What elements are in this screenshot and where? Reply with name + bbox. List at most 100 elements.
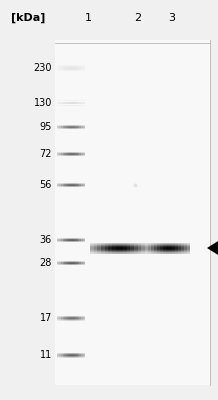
Bar	[138, 251, 141, 252]
Bar	[154, 252, 157, 253]
Bar	[134, 249, 138, 250]
Bar	[130, 247, 134, 248]
Bar	[94, 246, 97, 247]
Bar	[116, 250, 119, 251]
Bar	[127, 250, 130, 251]
Bar	[90, 245, 94, 246]
Bar	[138, 245, 141, 246]
Bar	[108, 251, 112, 252]
Bar	[181, 242, 184, 243]
Bar	[90, 248, 94, 249]
Bar	[119, 247, 123, 248]
Bar	[127, 252, 130, 253]
Bar	[116, 242, 119, 243]
Bar	[130, 246, 134, 247]
Bar	[181, 250, 184, 251]
Bar	[184, 247, 187, 248]
Bar	[141, 245, 145, 246]
Bar	[178, 242, 181, 243]
Bar	[116, 245, 119, 246]
Bar	[184, 251, 187, 252]
Bar	[141, 242, 145, 243]
Bar	[94, 242, 97, 243]
Bar	[172, 252, 175, 253]
Bar	[154, 253, 157, 254]
Bar	[97, 251, 101, 252]
Bar	[108, 246, 112, 247]
Bar	[160, 244, 163, 245]
Bar	[138, 247, 141, 248]
Bar	[90, 242, 94, 243]
Bar	[184, 246, 187, 247]
Bar	[130, 249, 134, 250]
Bar	[97, 245, 101, 246]
Bar	[181, 251, 184, 252]
Bar	[90, 244, 94, 245]
Bar	[134, 242, 138, 243]
Bar	[163, 251, 166, 252]
Bar	[94, 248, 97, 249]
Bar	[141, 243, 145, 244]
Bar	[148, 249, 151, 250]
Bar	[138, 250, 141, 251]
Bar	[157, 251, 160, 252]
Bar	[166, 252, 169, 253]
Bar	[138, 252, 141, 253]
Bar	[187, 252, 190, 253]
Bar	[105, 249, 108, 250]
Bar	[169, 245, 172, 246]
Bar	[105, 243, 108, 244]
Bar	[127, 253, 130, 254]
Bar	[55, 40, 210, 385]
Bar	[151, 249, 154, 250]
Text: 95: 95	[40, 122, 52, 132]
Bar	[166, 250, 169, 251]
Bar	[145, 242, 148, 243]
Bar	[90, 251, 94, 252]
Bar	[97, 249, 101, 250]
Bar	[151, 244, 154, 245]
Bar	[94, 252, 97, 253]
Bar	[138, 246, 141, 247]
Bar	[151, 243, 154, 244]
Bar	[134, 247, 138, 248]
Bar	[178, 248, 181, 249]
Bar	[148, 250, 151, 251]
Bar	[157, 245, 160, 246]
Bar	[154, 249, 157, 250]
Bar	[116, 248, 119, 249]
Bar	[134, 248, 138, 249]
Bar	[123, 247, 127, 248]
Bar	[94, 253, 97, 254]
Bar	[141, 246, 145, 247]
Bar	[145, 253, 148, 254]
Bar	[178, 253, 181, 254]
Bar	[178, 243, 181, 244]
Bar	[151, 248, 154, 249]
Bar	[97, 248, 101, 249]
Bar	[134, 243, 138, 244]
Bar	[178, 252, 181, 253]
Bar	[160, 250, 163, 251]
Bar	[157, 244, 160, 245]
Bar	[116, 243, 119, 244]
Bar	[112, 253, 116, 254]
Bar	[97, 247, 101, 248]
Bar	[175, 247, 178, 248]
Bar	[141, 248, 145, 249]
Bar	[172, 251, 175, 252]
Bar	[175, 251, 178, 252]
Bar	[166, 243, 169, 244]
Bar	[157, 252, 160, 253]
Bar	[160, 245, 163, 246]
Bar	[184, 250, 187, 251]
Bar	[166, 246, 169, 247]
Bar	[116, 252, 119, 253]
Bar	[163, 243, 166, 244]
Bar	[175, 243, 178, 244]
Bar	[90, 253, 94, 254]
Bar	[127, 248, 130, 249]
Bar	[157, 246, 160, 247]
Bar	[169, 244, 172, 245]
Bar	[90, 250, 94, 251]
